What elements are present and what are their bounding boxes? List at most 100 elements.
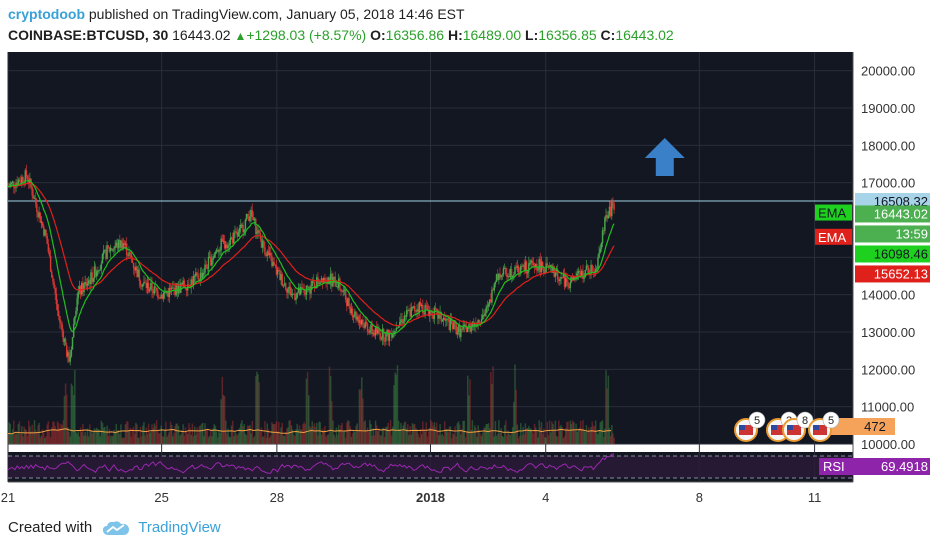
- volume-bar: [356, 423, 358, 444]
- volume-bar: [221, 376, 224, 444]
- volume-bar: [358, 389, 361, 444]
- volume-bar: [336, 434, 339, 444]
- volume-bar: [174, 426, 176, 444]
- volume-bar: [316, 423, 318, 444]
- volume-bar: [38, 423, 40, 444]
- candle-body: [484, 312, 486, 317]
- volume-bar: [332, 420, 334, 444]
- price-label: 13:59: [895, 226, 928, 241]
- flag-canton: [787, 425, 793, 430]
- candle-body: [555, 269, 558, 273]
- candle-body: [105, 249, 107, 259]
- volume-bar: [578, 427, 581, 444]
- candle-body: [488, 299, 491, 305]
- volume-bar: [311, 421, 313, 444]
- candle-body: [265, 254, 267, 256]
- volume-bar: [584, 431, 587, 444]
- volume-bar: [532, 433, 535, 444]
- candle-body: [227, 245, 229, 249]
- candle-body: [337, 278, 340, 288]
- volume-bar: [387, 422, 389, 444]
- candle-body: [84, 282, 86, 284]
- candle-body: [585, 265, 588, 270]
- symbol-label[interactable]: COINBASE:BTCUSD, 30: [8, 27, 169, 43]
- candle-body: [351, 308, 354, 317]
- candle-body: [131, 258, 134, 263]
- candle-body: [129, 252, 131, 254]
- candle-body: [157, 290, 159, 298]
- volume-bar: [394, 372, 396, 444]
- candle-body: [147, 282, 150, 292]
- candle-body: [165, 292, 167, 294]
- volume-bar: [78, 436, 81, 444]
- volume-bar: [465, 432, 468, 444]
- author-link[interactable]: cryptodoob: [8, 6, 85, 22]
- candle-body: [9, 183, 12, 187]
- volume-bar: [153, 423, 156, 444]
- candle-body: [57, 310, 60, 316]
- candle-body: [293, 293, 295, 295]
- candle-body: [98, 270, 100, 272]
- candle-body: [402, 321, 404, 324]
- candle-body: [493, 284, 496, 291]
- candle-body: [288, 286, 290, 289]
- candle-body: [162, 292, 165, 299]
- volume-bar: [89, 424, 91, 444]
- volume-bar: [495, 435, 498, 444]
- candle-body: [32, 195, 35, 199]
- volume-bar: [84, 431, 86, 444]
- volume-bar: [463, 420, 466, 444]
- tradingview-brand[interactable]: TradingView: [138, 519, 221, 536]
- volume-bar: [185, 431, 188, 444]
- volume-bar: [430, 420, 432, 444]
- volume-bar: [230, 425, 233, 444]
- candle-body: [211, 260, 213, 266]
- candle-body: [452, 324, 454, 329]
- candle-body: [41, 221, 44, 227]
- event-count-badge: [748, 411, 766, 429]
- candle-body: [62, 331, 65, 342]
- candle-body: [215, 249, 218, 253]
- volume-bar: [491, 383, 493, 444]
- volume-bar: [515, 389, 517, 444]
- volume-bar: [428, 427, 431, 444]
- volume-bar: [543, 428, 545, 444]
- rsi-band-fill: [8, 456, 853, 478]
- candle-body: [109, 248, 112, 252]
- volume-bar: [288, 420, 290, 444]
- y-tick-label: 13000.00: [861, 325, 915, 340]
- candle-body: [237, 231, 240, 237]
- candle-body: [457, 324, 460, 333]
- volume-bar: [407, 424, 409, 444]
- volume-bar: [297, 429, 300, 444]
- flag-canton: [739, 425, 745, 430]
- candle-body: [355, 311, 357, 320]
- volume-bar: [611, 425, 613, 444]
- volume-bar: [203, 436, 205, 444]
- candle-body: [289, 286, 292, 296]
- candle-body: [173, 287, 175, 289]
- candle-body: [199, 272, 202, 281]
- low-value: 16356.85: [538, 27, 597, 43]
- volume-bar: [229, 437, 232, 444]
- volume-bar: [366, 427, 369, 444]
- volume-bar: [480, 435, 483, 444]
- candle-body: [159, 297, 161, 299]
- candle-body: [246, 213, 249, 217]
- volume-bar: [359, 389, 362, 444]
- volume-bar: [377, 431, 379, 444]
- candle-body: [401, 319, 403, 324]
- price-chart[interactable]: 20000.0019000.0018000.0017000.0015000.00…: [0, 50, 932, 515]
- candle-body: [438, 313, 440, 319]
- volume-bar: [236, 435, 239, 444]
- candle-body: [34, 198, 37, 204]
- volume-bar: [325, 436, 327, 444]
- volume-bar: [437, 431, 439, 444]
- volume-bar: [469, 379, 471, 444]
- candle-body: [464, 324, 467, 327]
- candle-body: [405, 309, 408, 317]
- candle-body: [371, 324, 373, 334]
- candle-body: [552, 266, 554, 273]
- candle-body: [393, 331, 395, 334]
- candle-body: [396, 327, 399, 329]
